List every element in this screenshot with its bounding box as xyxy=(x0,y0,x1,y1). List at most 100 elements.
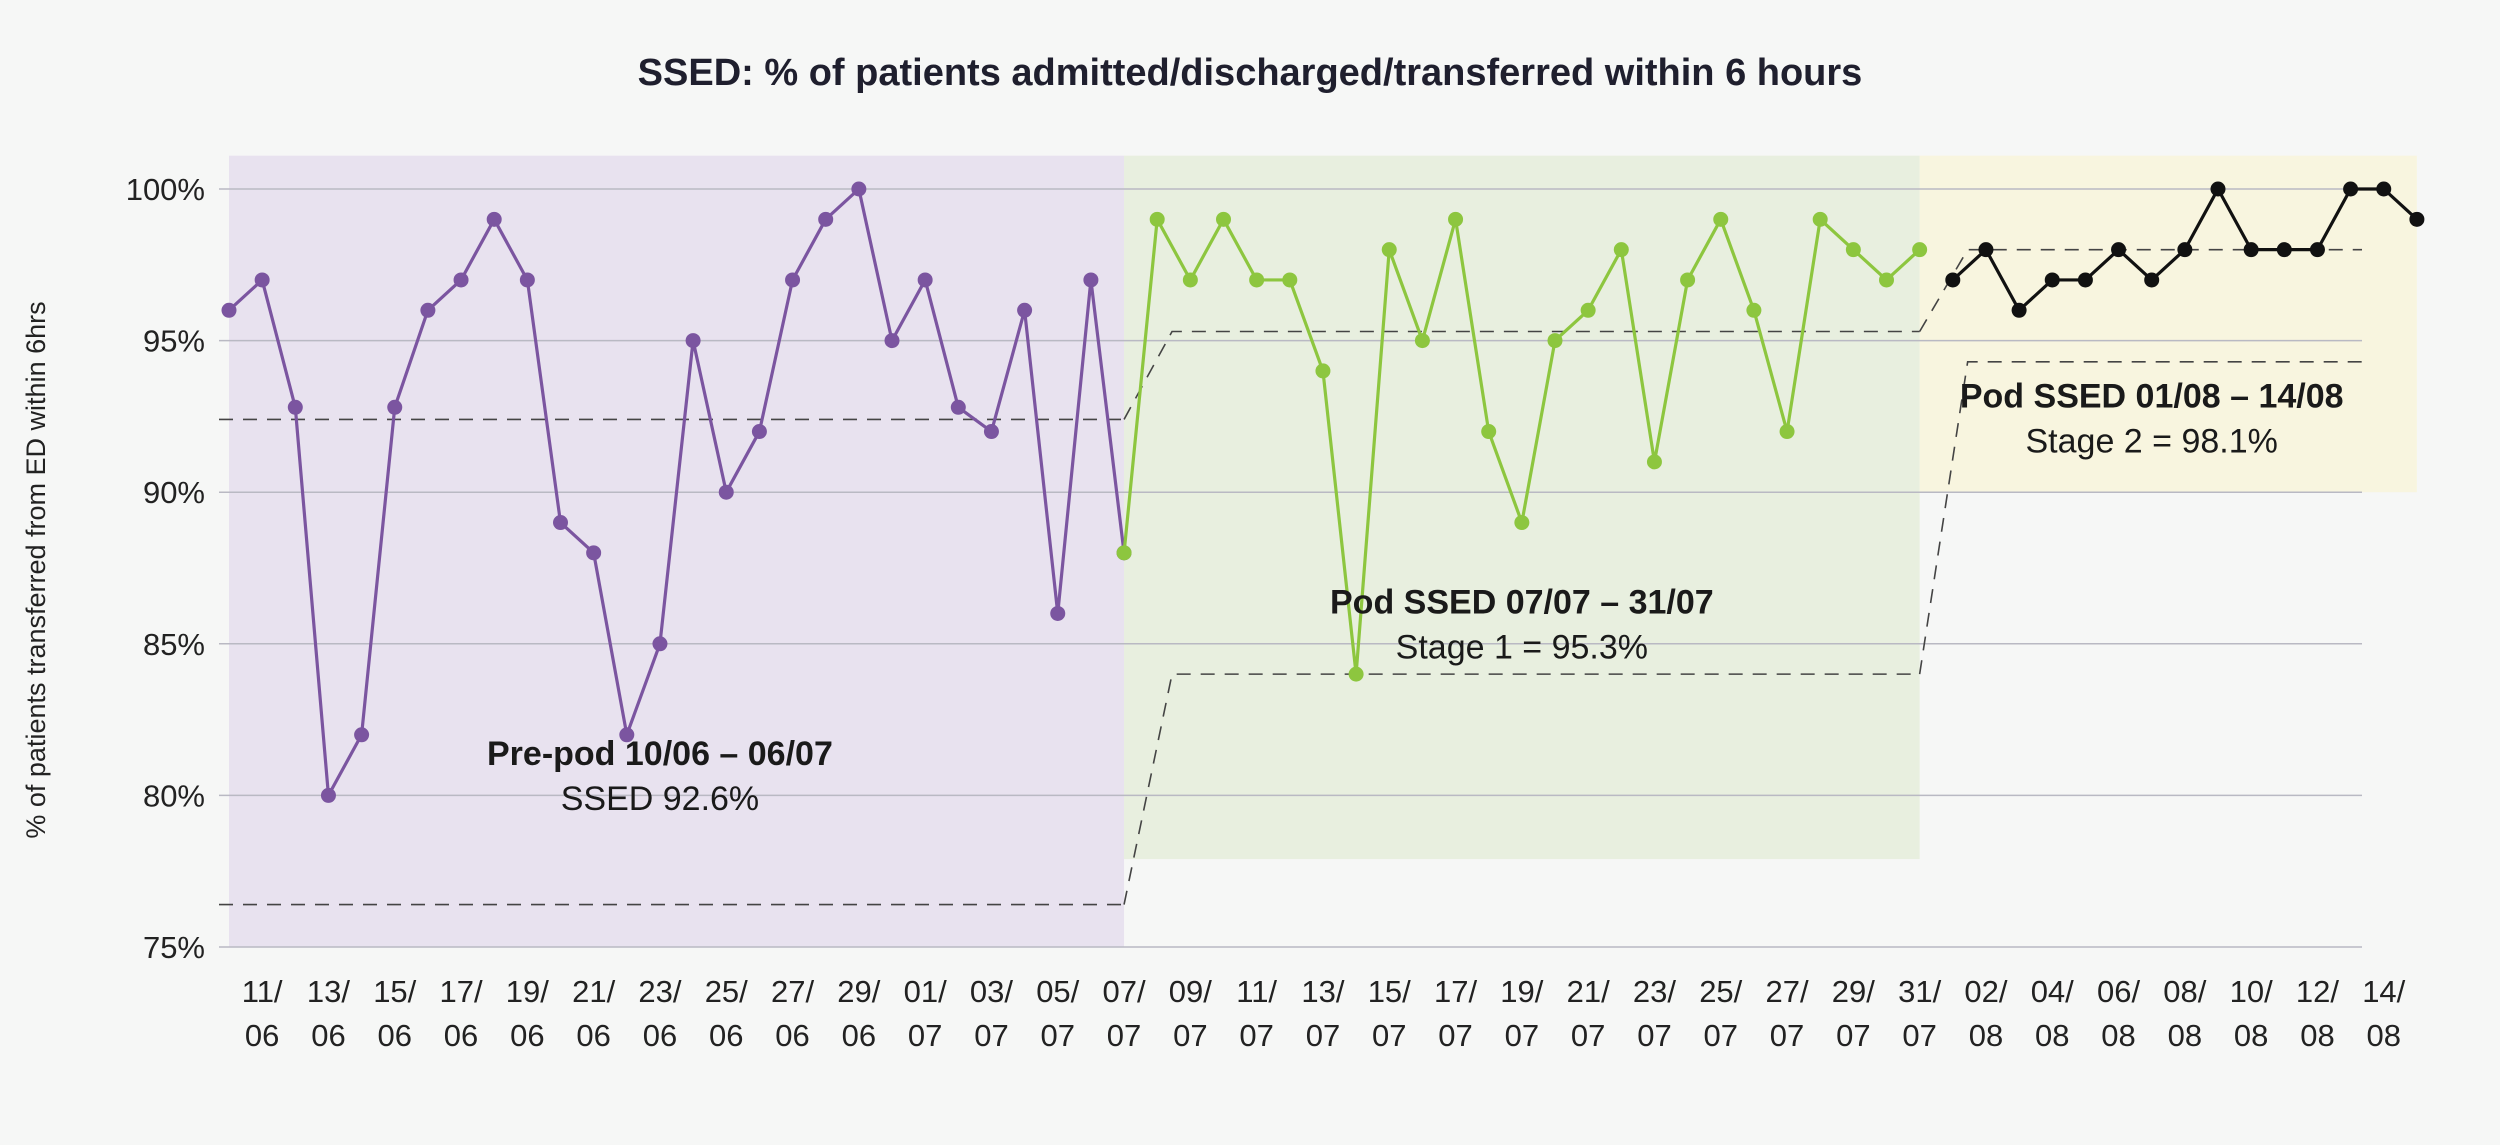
x-tick-label: 10/08 xyxy=(2230,974,2273,1053)
data-point xyxy=(2376,181,2392,197)
phase-label-title-1: Pre-pod 10/06 – 06/07 xyxy=(487,735,833,773)
phase-lower-line-3 xyxy=(1918,361,2362,675)
data-point xyxy=(2177,242,2193,258)
phase-background-3 xyxy=(1919,155,2417,493)
y-tick-label: 85% xyxy=(143,627,205,662)
data-point xyxy=(1249,272,1265,288)
data-point xyxy=(1083,272,1099,288)
data-point xyxy=(1646,454,1662,470)
chart-title: SSED: % of patients admitted/discharged/… xyxy=(638,52,1863,94)
data-point xyxy=(884,333,900,349)
data-point xyxy=(254,272,270,288)
data-point xyxy=(2111,242,2127,258)
x-tick-label: 09/07 xyxy=(1169,974,1212,1053)
data-point xyxy=(1481,424,1497,440)
data-point xyxy=(2044,272,2060,288)
x-tick-label: 17/07 xyxy=(1434,974,1477,1053)
data-point xyxy=(2011,302,2027,318)
y-tick-label: 75% xyxy=(143,930,205,965)
data-point xyxy=(586,545,602,561)
data-point xyxy=(1613,242,1629,258)
data-point xyxy=(387,399,403,415)
data-point xyxy=(619,727,635,743)
phase-label-value-2: Stage 1 = 95.3% xyxy=(1396,628,1648,666)
x-tick-label: 27/06 xyxy=(771,974,814,1053)
x-tick-label: 27/07 xyxy=(1765,974,1808,1053)
x-tick-label: 06/08 xyxy=(2097,974,2140,1053)
gridlines xyxy=(219,188,2362,948)
data-point xyxy=(1315,363,1331,379)
data-point xyxy=(1448,211,1464,227)
data-point xyxy=(851,181,867,197)
x-tick-label: 23/06 xyxy=(638,974,681,1053)
data-point xyxy=(1514,515,1530,531)
x-tick-label: 01/07 xyxy=(904,974,947,1053)
y-tick-label: 90% xyxy=(143,475,205,510)
data-point xyxy=(685,333,701,349)
x-tick-label: 23/07 xyxy=(1633,974,1676,1053)
data-point xyxy=(1912,242,1928,258)
x-tick-label: 02/08 xyxy=(1964,974,2007,1053)
phase-label-value-3: Stage 2 = 98.1% xyxy=(2026,422,2278,460)
data-point xyxy=(785,272,801,288)
phase-lower-line-2 xyxy=(1123,673,1920,905)
data-point xyxy=(354,727,370,743)
data-point xyxy=(320,787,336,803)
data-point xyxy=(983,424,999,440)
data-point xyxy=(652,636,668,652)
data-point xyxy=(1348,666,1364,682)
x-tick-label: 04/08 xyxy=(2031,974,2074,1053)
data-point xyxy=(718,484,734,500)
data-point xyxy=(1149,211,1165,227)
phase-label-value-1: SSED 92.6% xyxy=(561,780,759,818)
phase-background-2 xyxy=(1124,155,1920,860)
x-tick-label: 21/06 xyxy=(572,974,615,1053)
x-tick-label: 25/06 xyxy=(705,974,748,1053)
data-point xyxy=(1050,605,1066,621)
x-tick-label: 07/07 xyxy=(1102,974,1145,1053)
data-point xyxy=(2276,242,2292,258)
data-point xyxy=(2144,272,2160,288)
x-tick-label: 14/08 xyxy=(2362,974,2405,1053)
x-tick-label: 15/07 xyxy=(1368,974,1411,1053)
data-point xyxy=(2243,242,2259,258)
x-tick-label: 19/06 xyxy=(506,974,549,1053)
series-line-1 xyxy=(227,187,1126,798)
data-point xyxy=(1381,242,1397,258)
data-point xyxy=(420,302,436,318)
phase-label-title-2: Pod SSED 07/07 – 31/07 xyxy=(1330,583,1714,621)
data-point xyxy=(1945,272,1961,288)
phase-background-1 xyxy=(229,155,1125,947)
x-tick-label: 25/07 xyxy=(1699,974,1742,1053)
data-point xyxy=(1713,211,1729,227)
data-series xyxy=(221,181,2425,803)
data-point xyxy=(2409,211,2425,227)
x-tick-label: 11/07 xyxy=(1236,974,1277,1053)
data-point xyxy=(1282,272,1298,288)
data-point xyxy=(1216,211,1231,227)
x-tick-label: 11/06 xyxy=(242,974,283,1053)
data-point xyxy=(1746,302,1762,318)
data-point xyxy=(1017,302,1033,318)
data-point xyxy=(1580,302,1596,318)
x-tick-label: 19/07 xyxy=(1500,974,1543,1053)
x-tick-label: 29/06 xyxy=(837,974,880,1053)
x-tick-label: 05/07 xyxy=(1036,974,1079,1053)
x-tick-label: 29/07 xyxy=(1832,974,1875,1053)
data-point xyxy=(553,515,568,531)
phase-mean-line-3 xyxy=(1918,248,2362,332)
y-tick-label: 80% xyxy=(143,778,205,813)
x-tick-label: 21/07 xyxy=(1567,974,1610,1053)
data-point xyxy=(1779,424,1795,440)
data-point xyxy=(2210,181,2226,197)
data-point xyxy=(1414,333,1430,349)
data-point xyxy=(1879,272,1894,288)
data-point xyxy=(1978,242,1994,258)
data-point xyxy=(917,272,933,288)
x-tick-label: 17/06 xyxy=(439,974,482,1053)
data-point xyxy=(519,272,535,288)
data-point xyxy=(2077,272,2093,288)
data-point xyxy=(1116,545,1132,561)
